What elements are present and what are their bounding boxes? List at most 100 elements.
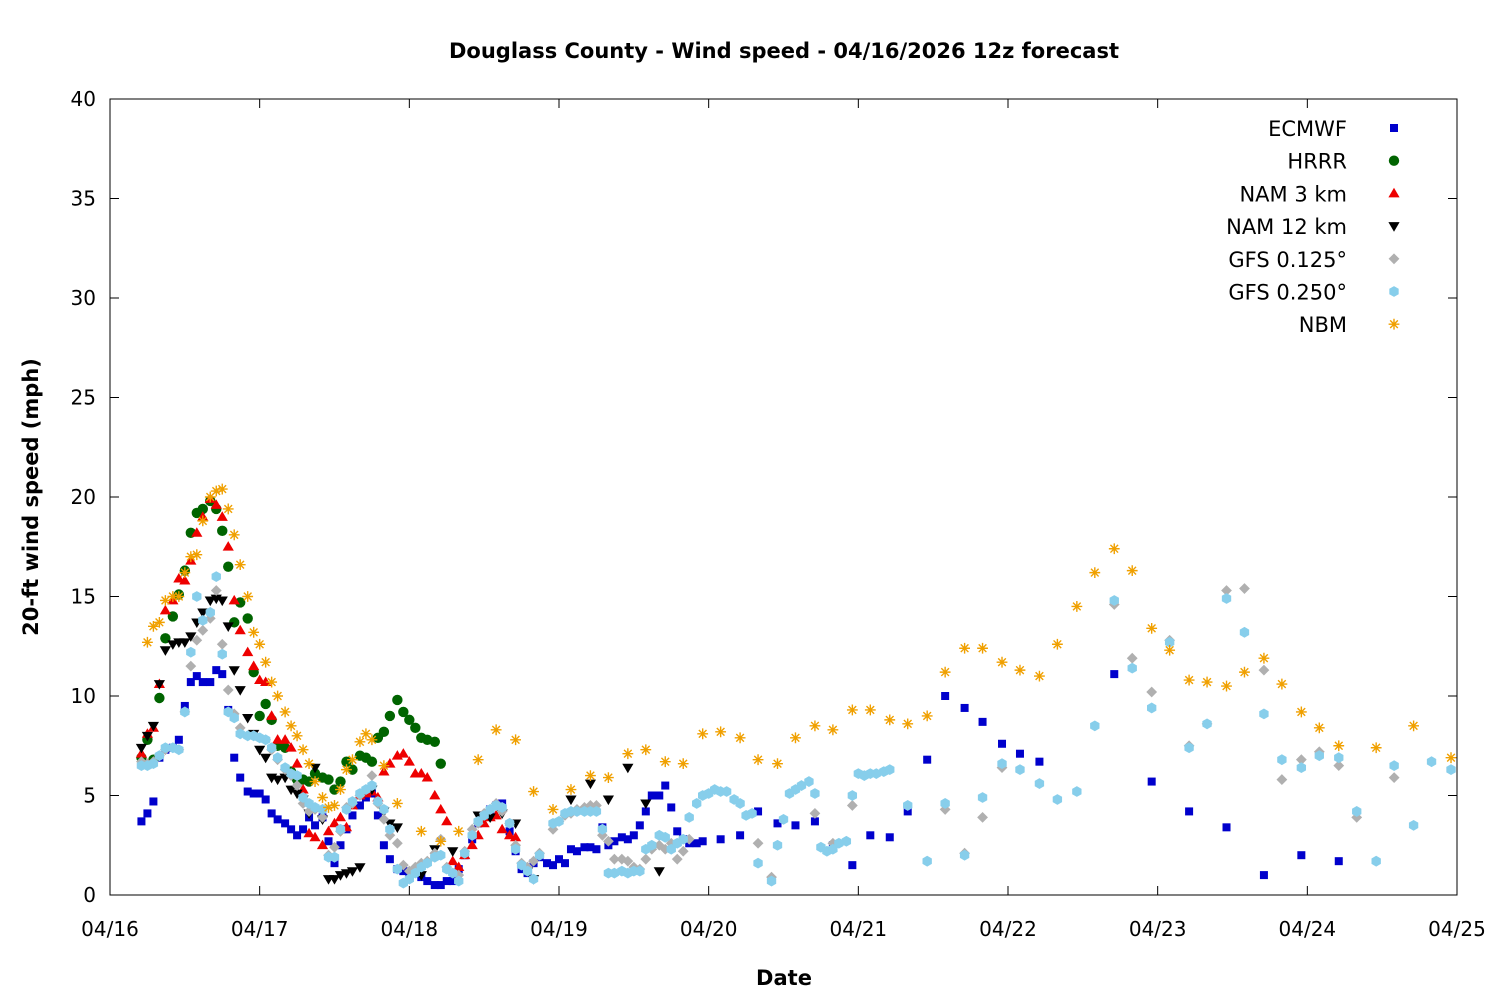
data-point-gfs-0-125 — [366, 770, 378, 781]
data-point-nbm — [366, 734, 378, 746]
data-point-gfs-0-250 — [766, 875, 777, 887]
y-axis-title: 20-ft wind speed (mph) — [19, 358, 43, 636]
data-point-nam-12-km — [602, 795, 614, 806]
data-point-gfs-0-250 — [436, 849, 446, 861]
data-point-nbm — [185, 551, 197, 563]
data-point-gfs-0-250 — [335, 823, 346, 835]
legend-marker-hrrr — [1388, 155, 1400, 166]
data-point-gfs-0-125 — [1333, 760, 1345, 772]
data-point-nbm — [846, 704, 858, 716]
data-point-nbm — [266, 676, 278, 688]
data-point-nam-12-km — [272, 775, 284, 786]
data-point-gfs-0-250 — [959, 849, 970, 861]
data-point-nbm — [1313, 722, 1325, 734]
data-point-gfs-0-250 — [1446, 764, 1456, 776]
data-point-ecmwf — [206, 678, 215, 687]
data-point-ecmwf — [941, 692, 950, 700]
data-point-hrrr — [197, 503, 208, 515]
data-point-nam-12-km — [167, 640, 179, 650]
data-point-ecmwf — [236, 773, 245, 782]
data-point-nbm — [1071, 601, 1083, 612]
data-point-hrrr — [260, 698, 271, 710]
data-point-gfs-0-125 — [977, 811, 988, 823]
data-point-nam-3-km — [328, 817, 341, 828]
data-point-gfs-0-250 — [534, 849, 545, 861]
data-point-ecmwf — [311, 821, 320, 830]
data-point-nbm — [279, 706, 291, 718]
data-point-gfs-0-250 — [373, 796, 383, 807]
data-point-gfs-0-250 — [148, 758, 159, 770]
data-point-ecmwf — [692, 839, 701, 848]
data-point-ecmwf — [791, 821, 800, 830]
data-point-ecmwf — [330, 859, 339, 868]
data-point-gfs-0-250 — [217, 648, 227, 660]
data-point-gfs-0-250 — [422, 857, 432, 869]
data-point-hrrr — [217, 525, 228, 537]
data-point-ecmwf — [373, 811, 382, 820]
data-point-hrrr — [254, 710, 265, 722]
data-point-gfs-0-250 — [160, 742, 171, 754]
data-point-nam-3-km — [266, 710, 278, 720]
data-point-gfs-0-250 — [528, 873, 539, 885]
data-point-nbm — [1408, 720, 1419, 732]
data-point-gfs-0-250 — [1090, 720, 1100, 732]
data-point-nbm — [977, 642, 988, 654]
data-point-gfs-0-250 — [192, 591, 202, 602]
data-point-gfs-0-250 — [260, 734, 271, 746]
data-point-gfs-0-125 — [222, 684, 234, 696]
legend-marker-nam-3-km — [1388, 187, 1400, 198]
data-point-gfs-0-250 — [174, 744, 184, 756]
data-point-gfs-0-125 — [1388, 772, 1400, 783]
data-point-gfs-0-250 — [1314, 750, 1324, 762]
data-point-nam-3-km — [248, 660, 260, 671]
data-point-nbm — [1146, 622, 1158, 634]
data-point-gfs-0-125 — [391, 837, 403, 849]
data-point-nbm — [210, 485, 222, 497]
y-tick-label: 30 — [71, 286, 96, 310]
x-tick-label: 04/20 — [680, 917, 738, 941]
data-point-gfs-0-250 — [796, 780, 807, 791]
data-point-gfs-0-250 — [1184, 742, 1194, 754]
data-point-gfs-0-250 — [460, 847, 470, 859]
data-point-nbm — [1295, 706, 1307, 718]
data-point-ecmwf — [586, 843, 595, 852]
data-point-gfs-0-250 — [847, 790, 858, 801]
data-point-nbm — [272, 690, 284, 702]
data-point-nbm — [142, 636, 153, 648]
data-point-nam-12-km — [622, 763, 634, 774]
data-point-gfs-0-250 — [841, 835, 852, 847]
data-point-ecmwf — [641, 807, 650, 816]
data-point-gfs-0-250 — [329, 851, 340, 863]
data-point-nbm — [204, 491, 216, 503]
data-point-ecmwf — [186, 678, 195, 687]
data-point-gfs-0-250 — [810, 788, 820, 799]
data-point-ecmwf — [580, 843, 589, 852]
data-point-nbm — [254, 638, 266, 650]
data-point-gfs-0-250 — [721, 786, 732, 797]
data-point-ecmwf — [324, 837, 333, 846]
data-point-nam-3-km — [309, 831, 321, 842]
legend: ECMWF HRRR NAM 3 km NAM 12 km GFS 0.125° GFS … — [1226, 117, 1400, 337]
data-point-nbm — [347, 754, 358, 766]
data-point-gfs-0-250 — [522, 865, 533, 877]
data-point-ecmwf — [174, 735, 183, 744]
data-point-gfs-0-250 — [154, 750, 165, 762]
data-point-nbm — [354, 736, 366, 748]
data-point-gfs-0-250 — [205, 607, 215, 618]
data-point-nam-3-km — [322, 825, 335, 836]
data-point-gfs-0-125 — [752, 837, 764, 849]
series-gfs-0-250 — [136, 571, 1456, 889]
data-point-nbm — [1126, 565, 1138, 577]
legend-label-ecmwf: ECMWF — [1268, 117, 1347, 141]
data-point-ecmwf — [572, 847, 581, 856]
data-point-gfs-0-250 — [229, 712, 239, 724]
data-point-ecmwf — [773, 819, 782, 828]
data-point-nbm — [565, 784, 577, 795]
data-point-gfs-0-250 — [678, 833, 688, 845]
y-tick-label: 10 — [71, 684, 96, 708]
data-point-gfs-0-250 — [379, 804, 389, 815]
data-point-ecmwf — [355, 801, 364, 810]
data-point-gfs-0-125 — [378, 813, 390, 825]
data-point-ecmwf — [1259, 871, 1268, 880]
data-point-nam-3-km — [429, 789, 441, 800]
